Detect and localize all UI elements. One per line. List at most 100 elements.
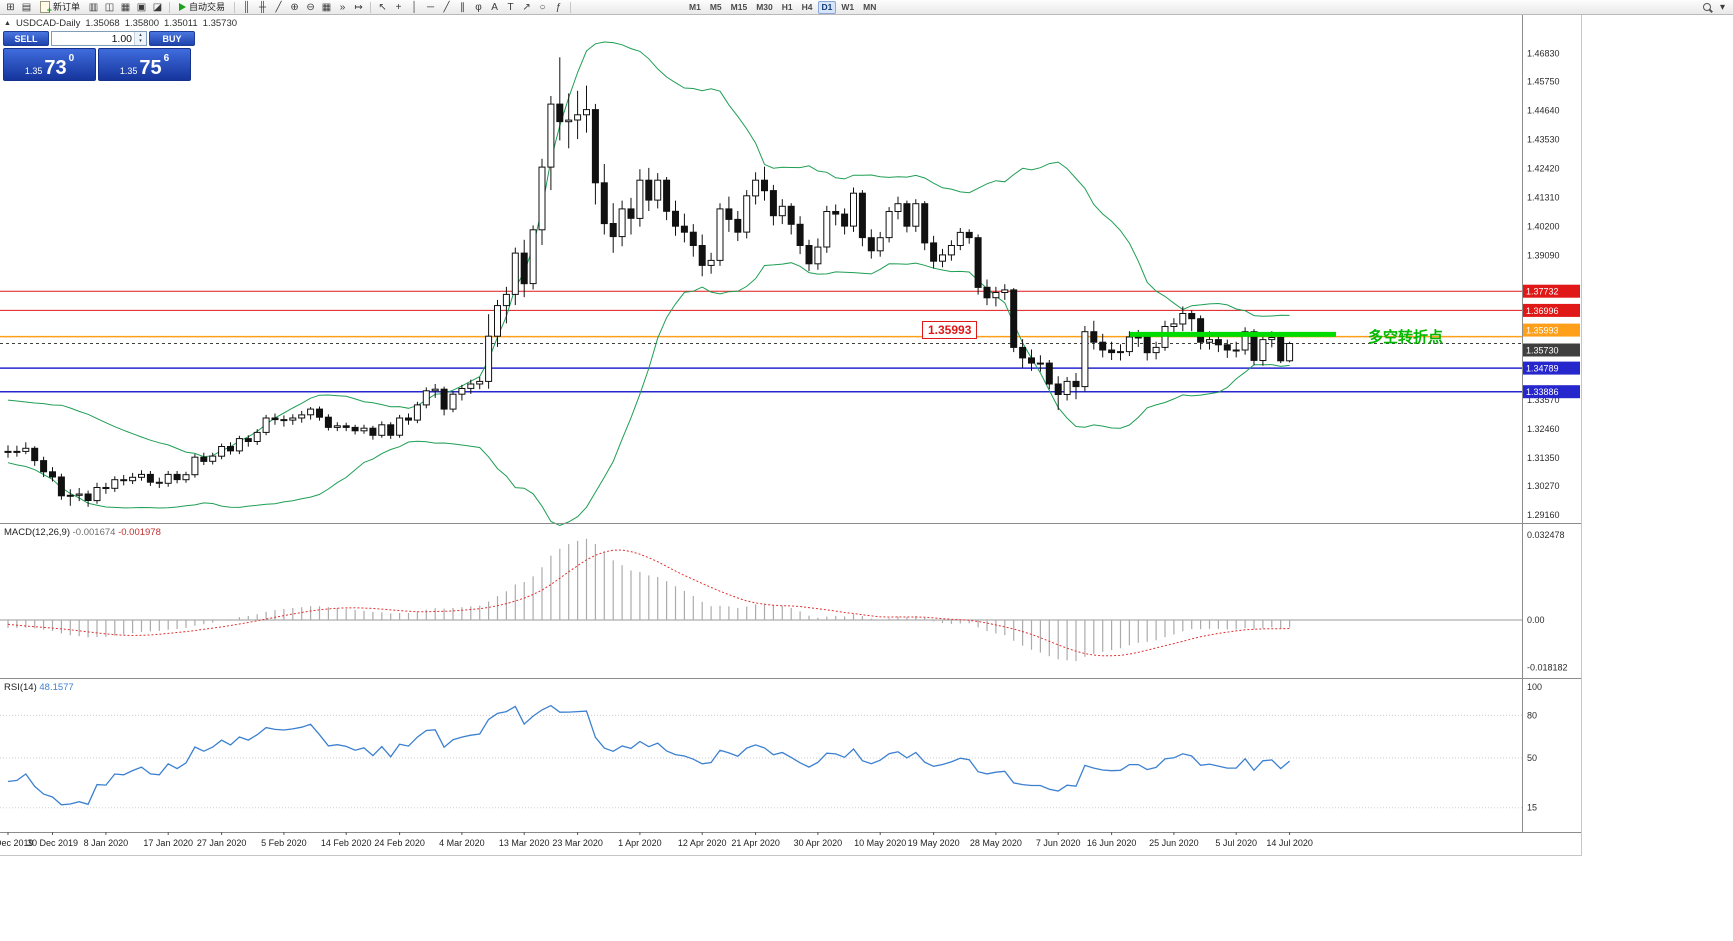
equidistant-channel-button[interactable]: ∥ (455, 1, 470, 14)
macd-main-value: -0.001674 (72, 527, 116, 538)
horizontal-line-button[interactable]: ─ (423, 1, 438, 14)
zoom-in-button[interactable]: ⊕ (287, 1, 302, 14)
toolbar-separator (570, 1, 572, 13)
buy-price-prefix: 1.35 (119, 66, 138, 76)
search-button[interactable] (1699, 1, 1714, 14)
horizontal-line-icon: ─ (426, 1, 435, 13)
data-window-button[interactable]: ◫ (102, 1, 117, 14)
sell-price-digits: 73 (44, 57, 67, 79)
market-watch-button[interactable]: ▥ (86, 1, 101, 14)
svg-text:28 May 2020: 28 May 2020 (970, 838, 1022, 848)
equidistant-channel-icon: ∥ (460, 1, 466, 13)
svg-text:13 Mar 2020: 13 Mar 2020 (499, 838, 550, 848)
toolbar-expand-button[interactable]: ▾ (1715, 1, 1730, 14)
indicators-icon: ƒ (555, 1, 562, 13)
timeframe-d1-button[interactable]: D1 (817, 0, 837, 14)
shapes-icon: ○ (539, 1, 546, 13)
svg-text:30 Dec 2019: 30 Dec 2019 (27, 838, 78, 848)
svg-text:10 May 2020: 10 May 2020 (854, 838, 906, 848)
bar-chart-button[interactable]: ║ (239, 1, 254, 14)
svg-text:14 Jul 2020: 14 Jul 2020 (1266, 838, 1313, 848)
svg-text:1.44640: 1.44640 (1527, 106, 1560, 116)
svg-text:80: 80 (1527, 710, 1537, 720)
crosshair-button[interactable]: + (391, 1, 406, 14)
tile-windows-button[interactable]: ▦ (319, 1, 334, 14)
timeframe-w1-button[interactable]: W1 (837, 1, 858, 14)
timeframe-mn-button[interactable]: MN (859, 1, 880, 14)
one-click-collapse-icon[interactable]: ▲ (4, 20, 11, 27)
toolbar-separator (234, 1, 236, 13)
vertical-line-button[interactable]: │ (407, 1, 422, 14)
strategy-tester-button[interactable]: ◪ (150, 1, 165, 14)
fibonacci-icon: φ (475, 1, 482, 13)
svg-text:16 Jun 2020: 16 Jun 2020 (1087, 838, 1137, 848)
timeframe-m1-button[interactable]: M1 (685, 1, 705, 14)
svg-text:5 Jul 2020: 5 Jul 2020 (1215, 838, 1257, 848)
chart-window: 1.46830 1.45750 1.44640 1.43530 1.42420 1.413… (0, 15, 1582, 856)
new-order-button[interactable]: 新订单 (35, 1, 85, 16)
timeframe-h1-button[interactable]: H1 (778, 1, 797, 14)
svg-text:1.39090: 1.39090 (1527, 251, 1560, 261)
text-label-button[interactable]: T (503, 1, 518, 14)
chart-shift-button[interactable]: ↦ (351, 1, 366, 14)
macd-indicator-label: MACD(12,26,9) -0.001674 -0.001978 (4, 527, 161, 538)
svg-text:1.34789: 1.34789 (1526, 364, 1559, 374)
toolbar-separator (370, 1, 372, 13)
svg-text:21 Apr 2020: 21 Apr 2020 (731, 838, 780, 848)
buy-price-digits: 75 (139, 57, 162, 79)
crosshair-icon: + (395, 1, 402, 13)
sell-price-button[interactable]: 1.35 73 0 (3, 48, 96, 81)
rsi-value: 48.1577 (39, 682, 74, 693)
svg-text:1.41310: 1.41310 (1527, 193, 1560, 203)
arrow-button[interactable]: ↗ (519, 1, 534, 14)
volume-decrease-button[interactable]: ▾ (135, 38, 146, 45)
sell-button[interactable]: SELL (3, 31, 49, 46)
svg-text:12 Apr 2020: 12 Apr 2020 (678, 838, 727, 848)
new-chart-button[interactable]: ⊞ (3, 1, 18, 14)
cursor-button[interactable]: ↖ (375, 1, 390, 14)
profiles-button[interactable]: ▤ (19, 1, 34, 14)
price-axis[interactable] (1523, 15, 1581, 832)
fibonacci-button[interactable]: φ (471, 1, 486, 14)
pivot-annotation[interactable]: 多空转折点 (1368, 329, 1444, 346)
bar-open: 1.35068 (85, 18, 120, 29)
buy-price-button[interactable]: 1.35 75 6 (98, 48, 191, 81)
timeframe-m15-button[interactable]: M15 (727, 1, 752, 14)
svg-text:1.36996: 1.36996 (1526, 306, 1559, 316)
macd-signal-value: -0.001978 (118, 527, 161, 538)
navigator-button[interactable]: ▦ (118, 1, 133, 14)
terminal-icon: ▣ (136, 1, 147, 13)
svg-text:5 Feb 2020: 5 Feb 2020 (261, 838, 307, 848)
chart-canvas[interactable]: 1.46830 1.45750 1.44640 1.43530 1.42420 1.413… (0, 15, 1581, 855)
line-chart-button[interactable]: ╱ (271, 1, 286, 14)
trendline-button[interactable]: ╱ (439, 1, 454, 14)
svg-text:1.40200: 1.40200 (1527, 222, 1560, 232)
candlestick-chart-button[interactable]: ╫ (255, 1, 270, 14)
indicators-button[interactable]: ƒ (551, 1, 566, 14)
svg-text:1.42420: 1.42420 (1527, 164, 1560, 174)
time-axis[interactable] (0, 832, 1522, 855)
volume-increase-button[interactable]: ▴ (135, 32, 146, 39)
search-icon (1702, 3, 1711, 11)
svg-text:1.29160: 1.29160 (1527, 510, 1560, 520)
volume-input[interactable] (52, 32, 134, 45)
svg-text:15: 15 (1527, 803, 1537, 813)
text-button[interactable]: A (487, 1, 502, 14)
auto-scroll-button[interactable]: » (335, 1, 350, 14)
svg-text:1.37732: 1.37732 (1526, 287, 1559, 297)
timeframe-h4-button[interactable]: H4 (798, 1, 817, 14)
shapes-button[interactable]: ○ (535, 1, 550, 14)
svg-text:50: 50 (1527, 753, 1537, 763)
buy-button[interactable]: BUY (149, 31, 195, 46)
timeframe-m5-button[interactable]: M5 (706, 1, 726, 14)
market-watch-icon: ▥ (88, 1, 99, 13)
price-callout-label[interactable]: 1.35993 (922, 321, 978, 339)
volume-stepper: ▴ ▾ (134, 32, 146, 45)
svg-text:27 Jan 2020: 27 Jan 2020 (197, 838, 247, 848)
svg-text:0.00: 0.00 (1527, 615, 1545, 625)
timeframe-m30-button[interactable]: M30 (752, 1, 777, 14)
terminal-button[interactable]: ▣ (134, 1, 149, 14)
zoom-out-button[interactable]: ⊖ (303, 1, 318, 14)
autotrading-button[interactable]: 自动交易 (174, 1, 230, 14)
candlestick-chart-icon: ╫ (258, 1, 267, 13)
